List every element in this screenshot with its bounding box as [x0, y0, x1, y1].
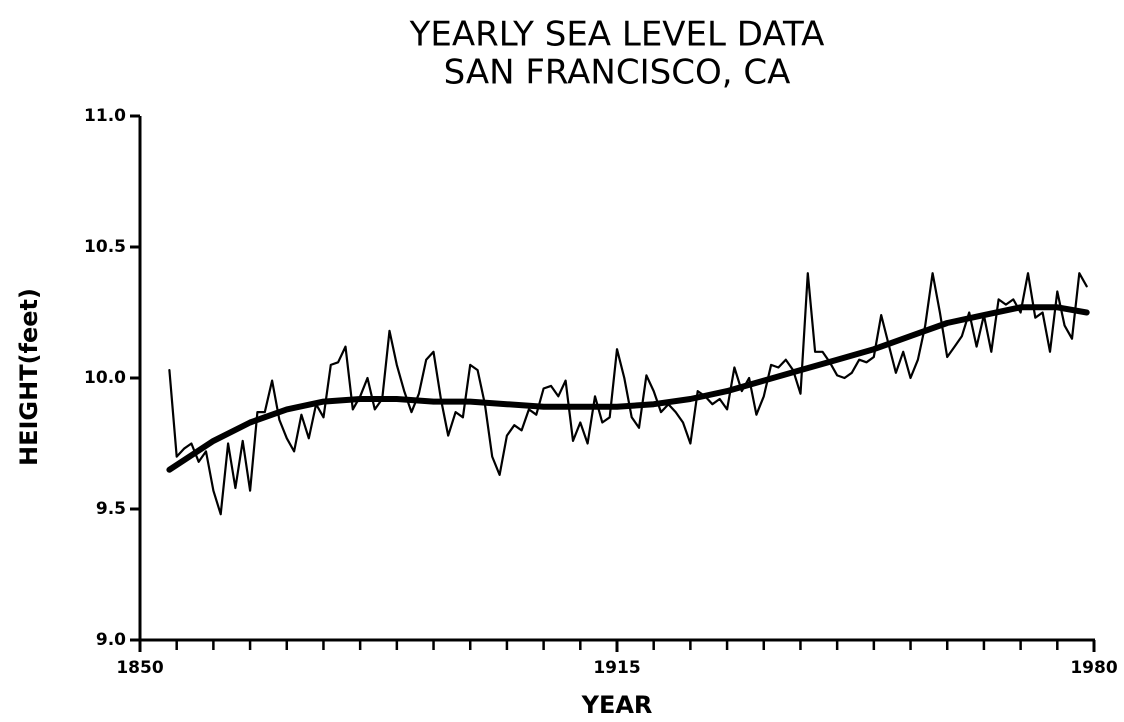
y-tick-label: 9.0: [96, 630, 126, 650]
chart-title: YEARLY SEA LEVEL DATA: [409, 15, 825, 55]
y-tick-label: 11.0: [84, 106, 126, 126]
chart-subtitle: SAN FRANCISCO, CA: [444, 53, 791, 93]
y-axis-label: HEIGHT(feet): [15, 288, 43, 466]
x-axis-label: YEAR: [581, 691, 653, 719]
series-line: [168, 272, 1088, 516]
series-line: [166, 304, 1090, 473]
y-tick-label: 9.5: [96, 499, 126, 519]
x-tick-label: 1915: [593, 658, 640, 678]
x-tick-label: 1980: [1070, 658, 1117, 678]
x-tick-label: 1850: [116, 658, 163, 678]
y-tick-label: 10.0: [84, 368, 126, 388]
y-tick-label: 10.5: [84, 237, 126, 257]
